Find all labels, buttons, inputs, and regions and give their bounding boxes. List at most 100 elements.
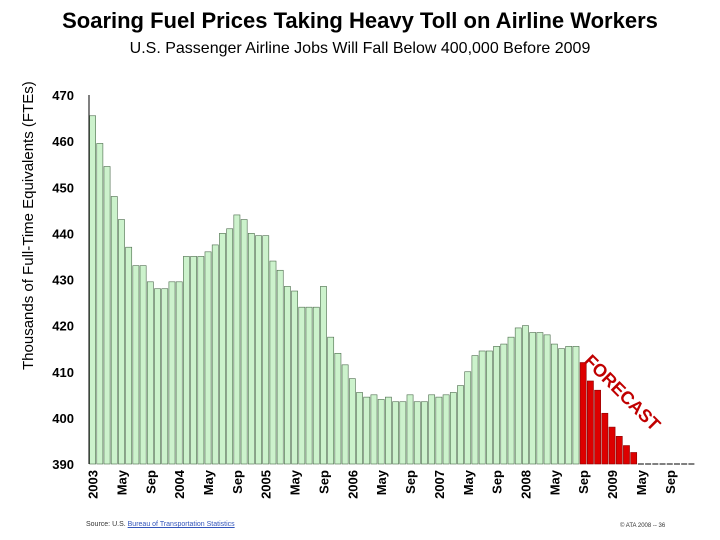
bar-actual [269,260,277,465]
bar-actual [327,336,335,465]
bar-actual [197,256,205,465]
bar-actual [442,394,450,465]
x-tick-label: Sep [230,470,245,494]
bar-actual [522,325,529,465]
bar-actual [493,346,500,465]
x-tick-label: May [201,469,216,495]
bar-actual [457,385,464,465]
x-tick-label: May [634,469,649,495]
bar-actual [276,269,284,465]
x-axis-ticks: 2003 May Sep 2004 May Sep 2005 May Sep 2006 May Sep… [86,463,695,499]
bar-actual [291,290,298,465]
bar-actual [558,348,565,465]
y-tick-label: 430 [52,273,74,288]
bar-actual [543,334,551,465]
bar-forecast [608,426,616,465]
bar-forecast [615,436,623,465]
bar-actual [500,343,508,465]
bar-actual [110,196,118,465]
bar-actual [211,244,219,465]
source-link[interactable]: Bureau of Transportation Statistics [127,521,235,528]
bar-actual [89,115,96,465]
bar-actual [118,219,125,465]
bar-actual [240,219,248,465]
bar-actual [175,281,183,465]
y-tick-label: 440 [52,226,74,241]
x-tick-label: May [115,469,130,495]
bar-actual [341,364,349,465]
bar-actual [348,378,356,465]
copyright-note: © ATA 2008 -- 36 [620,523,666,529]
bar-actual [478,350,486,465]
bar-actual [320,286,327,465]
bar-actual [565,346,573,465]
bar-actual [435,396,443,465]
bar-actual [103,166,111,465]
bar-actual [428,394,436,465]
x-tick-label: 2009 [605,470,620,499]
bar-actual [392,401,399,465]
bar-actual [146,281,154,465]
bar-actual [471,355,479,465]
bar-actual [219,233,226,465]
bar-actual [161,288,169,465]
x-tick-label: May [547,469,562,495]
y-tick-label: 420 [52,319,74,334]
x-tick-label: Sep [143,470,158,494]
y-tick-label: 410 [52,365,74,380]
bar-actual [377,399,385,465]
bar-actual [421,401,428,465]
chart-title: Soaring Fuel Prices Taking Heavy Toll on… [62,8,658,33]
bar-forecast [623,445,630,465]
bar-actual [334,352,342,465]
source-prefix: Source: U.S. [86,521,128,528]
y-tick-label: 470 [52,88,74,103]
bar-actual [464,371,472,465]
bar-actual [486,350,493,465]
bar-actual [255,235,262,465]
bar-actual [399,401,407,465]
bar-actual [406,394,414,465]
bar-actual [514,327,522,465]
bar-actual [305,306,313,465]
bar-actual [139,265,147,465]
bar-forecast [601,412,609,465]
bar-actual [132,265,140,465]
bar-actual [298,306,306,465]
bar-actual [284,286,291,465]
x-tick-label: 2008 [519,470,534,499]
x-tick-label: May [288,469,303,495]
x-tick-label: 2004 [172,469,187,499]
y-tick-label: 460 [52,134,74,149]
bar-actual [572,346,580,465]
bar-actual [550,343,558,465]
y-axis-ticks: 390 400 410 420 430 440 450 460 470 [52,88,74,472]
x-tick-label: May [461,469,476,495]
x-tick-label: Sep [317,470,332,494]
bars [89,115,638,465]
x-tick-label: Sep [663,470,678,494]
bar-actual [262,235,270,465]
y-tick-label: 400 [52,411,74,426]
bar-actual [363,396,371,465]
bar-actual [125,246,133,465]
bar-forecast [594,389,601,465]
source-note: Source: U.S. Bureau of Transportation St… [86,521,235,528]
bar-actual [183,256,190,465]
x-tick-label: 2003 [86,470,101,499]
bar-forecast [587,380,594,465]
x-tick-label: Sep [403,470,418,494]
bar-actual [507,336,515,465]
bar-actual [96,143,104,465]
y-tick-label: 390 [52,457,74,472]
x-tick-label: May [374,469,389,495]
bar-actual [154,288,161,465]
bar-actual [204,251,212,465]
bar-actual [226,228,234,465]
bar-actual [233,214,241,465]
bar-actual [413,401,421,465]
bar-actual [356,392,363,465]
chart-subtitle: U.S. Passenger Airline Jobs Will Fall Be… [129,40,591,57]
bar-actual [536,332,544,465]
